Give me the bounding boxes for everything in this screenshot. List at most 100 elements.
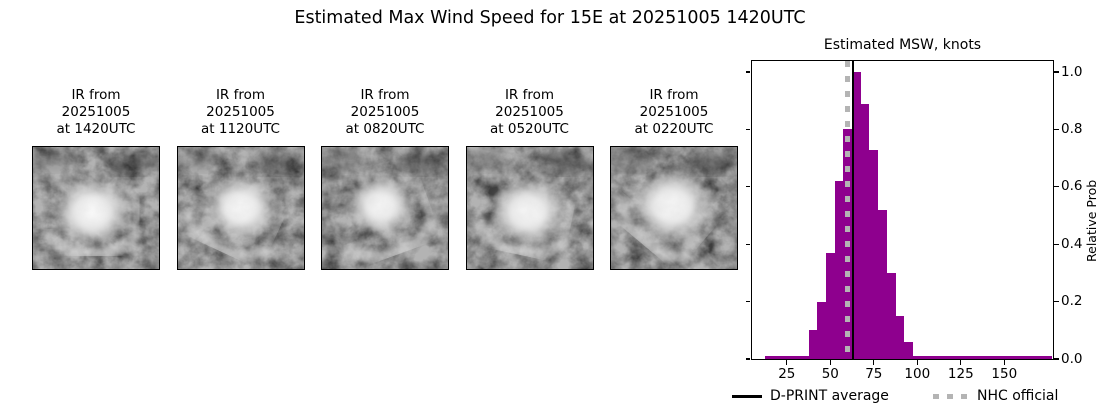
histogram-bar xyxy=(895,315,905,359)
histogram-bar xyxy=(930,356,940,359)
ir-hurricane-image xyxy=(466,147,593,269)
histogram-bar xyxy=(869,149,879,359)
y-axis-tick-right xyxy=(1054,128,1059,131)
histogram-bar xyxy=(912,356,922,359)
ir-caption: IR from 20251005 at 0820UTC xyxy=(321,87,449,138)
ir-satellite-image xyxy=(321,146,449,270)
ir-caption-line: at 1420UTC xyxy=(56,121,136,137)
ir-caption-line: 20251005 xyxy=(495,104,564,120)
ir-caption-line: IR from xyxy=(504,87,555,103)
nhc-official-line xyxy=(845,61,851,359)
ir-caption-line: IR from xyxy=(360,87,410,103)
histogram-bar xyxy=(791,356,800,359)
histogram-bar xyxy=(834,181,844,359)
x-axis-tick xyxy=(1003,360,1005,365)
x-axis-tick-label: 50 xyxy=(821,366,839,382)
ir-caption-line: at 0820UTC xyxy=(345,121,425,137)
histogram-bar xyxy=(1008,356,1018,359)
y-axis-tick-label: 0.8 xyxy=(1061,120,1083,137)
ir-caption-line: 20251005 xyxy=(206,104,275,120)
y-axis-tick-right xyxy=(1054,300,1059,303)
histogram-bar xyxy=(799,356,809,359)
x-axis-tick xyxy=(786,360,788,365)
histogram-bar xyxy=(1034,356,1044,359)
histogram-bar xyxy=(956,356,966,359)
histogram-bar xyxy=(1026,356,1035,359)
y-axis-tick-label: 0.6 xyxy=(1061,178,1083,195)
x-axis-tick-label: 25 xyxy=(778,366,796,382)
legend-nhc-label: NHC official xyxy=(977,388,1059,404)
histogram-bar xyxy=(904,341,913,359)
histogram-bar xyxy=(825,252,835,359)
y-axis-tick-right xyxy=(1054,71,1059,73)
histogram-bar xyxy=(878,209,887,359)
ir-caption-line: at 0220UTC xyxy=(634,121,714,137)
histogram-canvas xyxy=(752,61,1053,359)
ir-satellite-image xyxy=(610,146,738,270)
x-axis-tick-label: 150 xyxy=(991,366,1018,382)
ir-caption: IR from 20251005 at 1120UTC xyxy=(177,87,305,138)
dprint-average-line xyxy=(851,61,855,359)
y-axis-tick-right xyxy=(1054,358,1059,360)
ir-hurricane-image xyxy=(611,147,737,269)
ir-caption-line: at 0520UTC xyxy=(490,121,569,137)
histogram-bar xyxy=(973,356,983,359)
histogram-bar xyxy=(982,356,992,359)
ir-caption-line: IR from xyxy=(649,87,699,103)
y-axis-label: Relative Prob xyxy=(1084,179,1099,262)
y-axis-tick-right xyxy=(1054,243,1059,245)
ir-caption-line: 20251005 xyxy=(639,104,709,120)
histogram-bar xyxy=(947,356,957,359)
ir-hurricane-image xyxy=(177,147,304,269)
y-axis-tick-label: 0.4 xyxy=(1061,235,1083,252)
figure-title: Estimated Max Wind Speed for 15E at 2025… xyxy=(294,8,806,28)
ir-caption-line: IR from xyxy=(71,87,121,103)
ir-satellite-image xyxy=(176,146,305,270)
y-axis-tick-left xyxy=(745,186,750,188)
histogram-bar xyxy=(965,356,974,359)
legend-dprint-line-swatch xyxy=(732,395,762,398)
y-axis-tick-label: 0.0 xyxy=(1061,350,1083,367)
ir-caption: IR from 20251005 at 1420UTC xyxy=(32,87,160,138)
histogram-bar xyxy=(1043,356,1053,359)
x-axis-tick xyxy=(829,360,831,365)
histogram-bar xyxy=(1017,356,1027,359)
histogram-bar xyxy=(817,301,826,359)
histogram-bar xyxy=(999,356,1009,359)
histogram-bar xyxy=(921,356,931,359)
y-axis-tick-left xyxy=(745,243,750,245)
legend-dprint-label: D-PRINT average xyxy=(770,388,889,404)
y-axis-tick-left xyxy=(745,358,750,360)
histogram-bar xyxy=(886,272,896,359)
ir-hurricane-image xyxy=(322,147,448,269)
legend-nhc-dotted-swatch xyxy=(933,394,969,399)
y-axis-tick-label: 0.2 xyxy=(1061,293,1083,310)
y-axis-tick-left xyxy=(745,71,750,73)
y-axis-tick-right xyxy=(1054,186,1059,188)
histogram-bar xyxy=(765,356,774,359)
ir-caption: IR from 20251005 at 0520UTC xyxy=(466,87,594,138)
ir-satellite-image xyxy=(32,146,160,270)
ir-caption-line: IR from xyxy=(215,87,266,103)
x-axis-tick-label: 100 xyxy=(904,366,931,382)
ir-satellite-image xyxy=(465,146,594,270)
ir-caption-line: at 1120UTC xyxy=(201,121,280,137)
x-axis-tick-label: 75 xyxy=(865,366,883,382)
y-axis-tick-left xyxy=(745,128,750,131)
histogram-bar xyxy=(991,356,1000,359)
histogram-bar xyxy=(782,356,792,359)
x-axis-tick xyxy=(916,360,918,365)
x-axis-tick xyxy=(873,360,875,365)
histogram-bar xyxy=(808,330,818,359)
ir-caption-line: 20251005 xyxy=(350,104,420,120)
chart-title: Estimated MSW, knots xyxy=(823,37,982,53)
ir-caption: IR from 20251005 at 0220UTC xyxy=(610,87,738,138)
x-axis-tick-label: 125 xyxy=(947,366,974,382)
histogram-bar xyxy=(773,356,783,359)
y-axis-tick-left xyxy=(745,300,750,303)
plot-area xyxy=(751,60,1054,360)
histogram-bar xyxy=(939,356,948,359)
histogram-bar xyxy=(852,72,861,359)
x-axis-tick xyxy=(960,360,962,365)
